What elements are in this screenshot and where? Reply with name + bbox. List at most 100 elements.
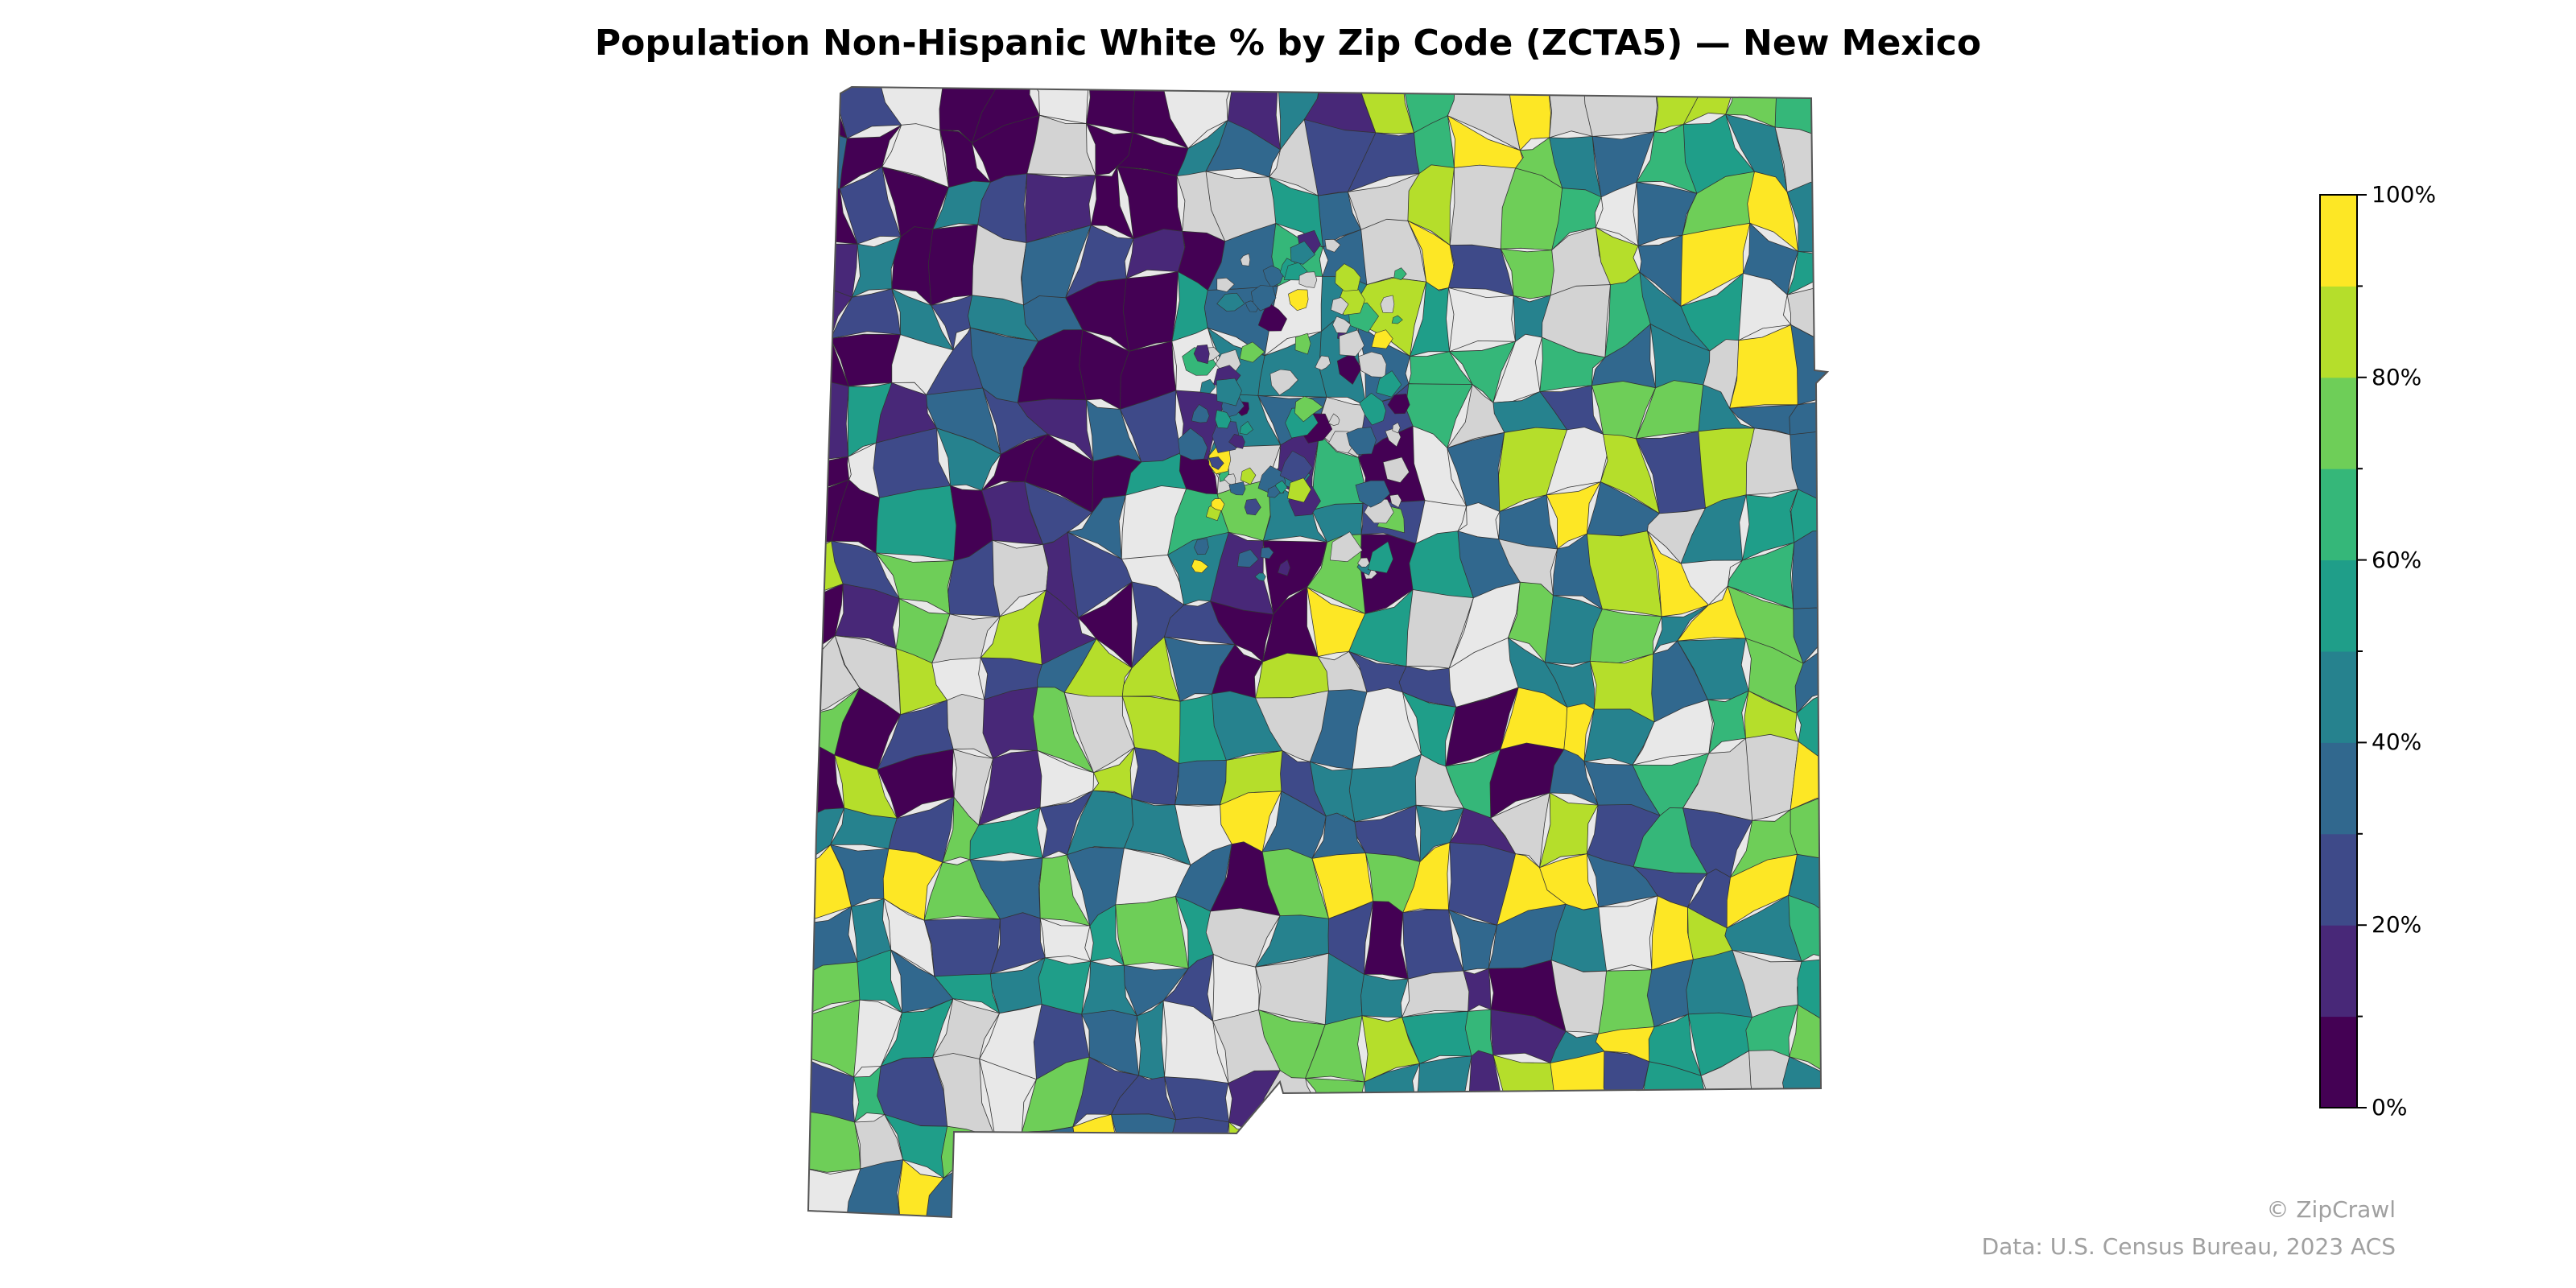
zcta-region bbox=[1212, 1179, 1269, 1217]
colorbar-bin bbox=[2320, 1016, 2357, 1108]
colorbar-bin bbox=[2320, 286, 2357, 378]
colorbar-tick-label: 80% bbox=[2372, 363, 2422, 390]
zcta-region bbox=[1402, 1105, 1471, 1183]
colorbar-tick-label: 60% bbox=[2372, 546, 2422, 573]
colorbar-scale bbox=[2319, 194, 2367, 1108]
zcta-region bbox=[1298, 271, 1318, 288]
zcta-region bbox=[1547, 87, 1593, 138]
zcta-region bbox=[1315, 355, 1331, 371]
zcta-region bbox=[1287, 477, 1311, 503]
zcta-region bbox=[1018, 1126, 1078, 1189]
zcta-region bbox=[1678, 1155, 1757, 1217]
zcta-region bbox=[1208, 456, 1224, 470]
zcta-region bbox=[1122, 271, 1179, 352]
zcta-region bbox=[1191, 404, 1210, 423]
colorbar-bin bbox=[2320, 195, 2357, 287]
colorbar-tick-label: 40% bbox=[2372, 729, 2422, 756]
zcta-region bbox=[1598, 895, 1658, 972]
zcta-region bbox=[1359, 393, 1386, 426]
zcta-region bbox=[1254, 1104, 1319, 1181]
zcta-region bbox=[808, 243, 858, 298]
zcta-region bbox=[1211, 498, 1225, 511]
zcta-region bbox=[1290, 241, 1316, 265]
colorbar bbox=[2318, 193, 2375, 1114]
zcta-region bbox=[1393, 267, 1407, 280]
colorbar-tick-label: 0% bbox=[2372, 1094, 2408, 1121]
zcta-region bbox=[1748, 1169, 1791, 1217]
zcta-region bbox=[1332, 316, 1352, 334]
zcta-region bbox=[1330, 531, 1363, 563]
zcta-region bbox=[1269, 369, 1298, 396]
zcta-region bbox=[1288, 289, 1309, 312]
zcta-region bbox=[1267, 485, 1281, 498]
zcta-region bbox=[1215, 410, 1232, 429]
zcta-region bbox=[1257, 301, 1287, 332]
zcta-region bbox=[1254, 572, 1266, 582]
data-source-credit: Data: U.S. Census Bureau, 2023 ACS bbox=[1981, 1233, 2396, 1260]
zcta-region bbox=[1240, 467, 1257, 485]
zcta-region bbox=[927, 224, 980, 306]
zcta-region bbox=[1651, 895, 1694, 971]
colorbar-bin bbox=[2320, 559, 2357, 652]
colorbar-bin bbox=[2320, 377, 2357, 469]
zcta-region bbox=[1250, 285, 1277, 312]
zcta-region bbox=[1262, 265, 1284, 288]
zcta-region bbox=[1228, 481, 1246, 496]
zcta-region bbox=[1376, 370, 1402, 398]
zcta-region bbox=[1193, 344, 1210, 365]
zcta-region bbox=[1239, 420, 1253, 436]
zcta-region bbox=[1791, 530, 1827, 616]
colorbar-bin bbox=[2320, 925, 2357, 1018]
zcta-region bbox=[1648, 1155, 1692, 1217]
copyright-credit: © ZipCrawl bbox=[2266, 1196, 2396, 1223]
zcta-region bbox=[1415, 1055, 1472, 1137]
zcta-region bbox=[1216, 378, 1242, 407]
zcta-region bbox=[1339, 329, 1365, 357]
zcta-region bbox=[1392, 422, 1401, 434]
zcta-regions bbox=[808, 87, 1827, 1217]
zcta-region bbox=[923, 919, 1001, 980]
zcta-region bbox=[1018, 1163, 1075, 1217]
zcta-region bbox=[1598, 969, 1655, 1034]
zcta-region bbox=[1771, 1177, 1827, 1217]
zcta-region bbox=[1391, 315, 1403, 324]
zcta-region bbox=[1402, 970, 1472, 1018]
zcta-region bbox=[1641, 1109, 1704, 1170]
zcta-region bbox=[1327, 413, 1340, 427]
zcta-region bbox=[1110, 1113, 1177, 1181]
zcta-region bbox=[1357, 557, 1370, 568]
zcta-region bbox=[1228, 434, 1245, 449]
colorbar-bin bbox=[2320, 469, 2357, 561]
zcta-region bbox=[1240, 253, 1251, 266]
zcta-region bbox=[1371, 329, 1393, 349]
zcta-region bbox=[972, 1131, 1026, 1165]
zcta-region bbox=[875, 485, 957, 562]
zcta-region bbox=[1191, 559, 1209, 573]
zcta-region bbox=[1380, 295, 1395, 313]
zcta-region bbox=[1294, 396, 1323, 423]
zcta-region bbox=[1199, 378, 1216, 394]
zcta-region bbox=[1304, 1077, 1369, 1113]
zcta-region bbox=[1554, 1161, 1608, 1217]
zcta-region bbox=[1086, 87, 1138, 134]
zcta-region bbox=[1216, 277, 1235, 292]
zcta-region bbox=[1324, 238, 1341, 253]
zcta-region bbox=[982, 687, 1041, 759]
zcta-region bbox=[1294, 332, 1311, 355]
zcta-region bbox=[1174, 760, 1227, 806]
zcta-region bbox=[1164, 1172, 1224, 1217]
zcta-region bbox=[1360, 973, 1409, 1018]
zcta-region bbox=[808, 377, 849, 460]
zcta-region bbox=[1260, 547, 1274, 559]
zcta-region bbox=[1583, 87, 1657, 137]
zcta-region bbox=[1244, 498, 1261, 516]
zcta-region bbox=[1387, 393, 1410, 415]
zcta-region bbox=[1346, 427, 1377, 455]
zcta-region bbox=[898, 1158, 945, 1217]
zcta-region bbox=[1489, 1161, 1560, 1217]
zcta-region bbox=[1355, 480, 1390, 508]
zcta-region bbox=[1690, 1109, 1756, 1170]
colorbar-tick-label: 100% bbox=[2372, 181, 2437, 208]
zcta-region bbox=[1367, 541, 1393, 574]
